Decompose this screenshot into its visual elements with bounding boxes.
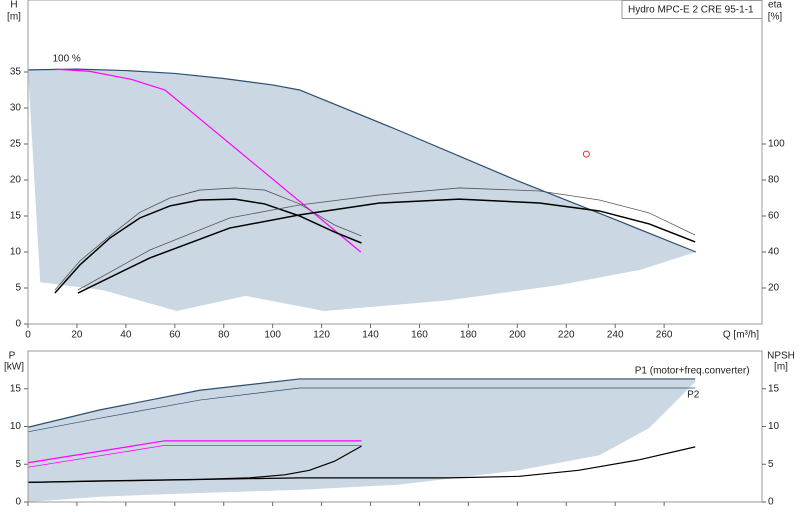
curve [27, 440, 362, 464]
operating-range [28, 378, 696, 502]
x-axis-label: Q [m³/h] [723, 330, 759, 341]
y-tick-label: 10 [10, 247, 22, 258]
x-tick-label: 200 [509, 330, 526, 341]
curve [27, 68, 697, 253]
y2-tick-label: 60 [768, 211, 780, 222]
x-tick-label: 140 [362, 330, 379, 341]
x-tick-label: 220 [558, 330, 575, 341]
y-tick-label: 15 [10, 383, 22, 394]
curve [54, 198, 362, 294]
curve [27, 444, 362, 468]
y2-tick-label: 15 [768, 383, 780, 394]
annotation: P2 [687, 389, 700, 400]
x-tick-label: 40 [120, 330, 132, 341]
y-axis-unit: [m] [7, 12, 21, 23]
curve [77, 198, 696, 294]
y2-axis-label: NPSH [767, 351, 795, 362]
y2-tick-label: 40 [768, 247, 780, 258]
y-tick-label: 10 [10, 421, 22, 432]
y-axis-label: H [10, 0, 17, 11]
curve [77, 187, 696, 291]
y-tick-label: 0 [15, 319, 21, 330]
annotation: P1 (motor+freq.converter) [635, 365, 750, 376]
y2-tick-label: 20 [768, 283, 780, 294]
y-tick-label: 20 [10, 175, 22, 186]
operating-range [28, 69, 696, 312]
y2-axis-label: eta [768, 0, 782, 11]
x-tick-label: 240 [607, 330, 624, 341]
chart-title: Hydro MPC-E 2 CRE 95-1-1 [628, 5, 754, 16]
x-tick-label: 160 [411, 330, 428, 341]
x-tick-label: 120 [313, 330, 330, 341]
y-tick-label: 0 [15, 497, 21, 508]
y-tick-label: 5 [15, 283, 21, 294]
annotation: 100 % [52, 54, 80, 65]
duty-point [582, 150, 590, 158]
curve [54, 187, 362, 291]
x-tick-label: 180 [460, 330, 477, 341]
x-tick-label: 80 [218, 330, 230, 341]
y-tick-label: 30 [10, 103, 22, 114]
curve [54, 68, 362, 253]
x-tick-label: 20 [71, 330, 83, 341]
y-axis-unit: [kW] [4, 362, 24, 373]
y2-tick-label: 10 [768, 421, 780, 432]
curve [27, 378, 696, 428]
y2-axis-unit: [m] [774, 362, 788, 373]
y2-tick-label: 5 [768, 459, 774, 470]
y-tick-label: 25 [10, 139, 22, 150]
plot-border [27, 0, 763, 325]
y-axis-label: P [9, 351, 16, 362]
x-tick-label: 0 [25, 330, 31, 341]
curve [27, 387, 696, 433]
x-tick-label: 260 [656, 330, 673, 341]
y2-tick-label: 0 [768, 497, 774, 508]
x-tick-label: 60 [169, 330, 181, 341]
x-tick-label: 100 [264, 330, 281, 341]
curve [27, 446, 696, 483]
title-box [621, 0, 763, 19]
y-tick-label: 35 [10, 67, 22, 78]
y-tick-label: 15 [10, 211, 22, 222]
y2-tick-label: 80 [768, 175, 780, 186]
y-tick-label: 5 [15, 459, 21, 470]
y2-tick-label: 100 [768, 139, 785, 150]
y2-axis-unit: [%] [768, 12, 783, 23]
